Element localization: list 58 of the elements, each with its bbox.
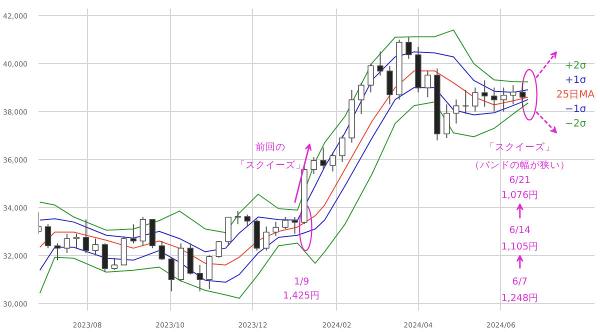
candlestick (244, 214, 250, 228)
candlestick (358, 82, 364, 114)
candlestick (472, 87, 478, 112)
candlestick (453, 99, 460, 124)
candlestick (491, 87, 498, 112)
candlestick (82, 218, 90, 254)
annotation: 1/9 (294, 276, 310, 288)
annotation: 6/14 (509, 224, 531, 236)
candlestick (111, 257, 118, 270)
annotation: （バンドの幅が狭い） (470, 159, 570, 172)
candlestick (158, 240, 166, 261)
candlestick (282, 216, 288, 230)
candlestick (444, 104, 450, 138)
candlestick (310, 156, 317, 174)
candlestick (500, 87, 507, 112)
annotation: 6/21 (509, 175, 531, 186)
candlestick (386, 66, 393, 105)
candlestick (130, 224, 137, 244)
text: −1σ (564, 104, 587, 115)
candlestick (272, 221, 279, 237)
candlestick (320, 147, 326, 170)
candlestick (92, 238, 99, 256)
text: +2σ (564, 60, 587, 72)
annotation: 「スクイーズ」 (484, 140, 555, 153)
annotation: 前回の (255, 140, 286, 153)
candlestick (424, 70, 431, 98)
candlestick (292, 216, 298, 234)
candlestick (510, 84, 516, 105)
candlestick (102, 242, 108, 273)
candlestick (140, 216, 146, 246)
annotation: 6/7 (512, 276, 528, 288)
text: +1σ (564, 74, 587, 86)
candlestick (73, 233, 80, 249)
candlestick (216, 240, 222, 258)
text: 25日MA (556, 89, 595, 100)
candlestick (377, 51, 384, 76)
candlestick (44, 224, 52, 249)
candlestick (368, 63, 374, 93)
candlestick (196, 264, 203, 292)
candlestick (168, 257, 175, 292)
annotation: 1,076円 (501, 190, 539, 202)
annotation: 1,105円 (501, 242, 539, 253)
line-series (39, 30, 529, 234)
text: −2σ (564, 118, 587, 130)
candlestick (339, 135, 346, 162)
annotation: 1,248円 (501, 292, 539, 304)
candlestick (64, 233, 70, 254)
candlestick (330, 152, 336, 172)
candlestick (263, 226, 270, 252)
candlestick (234, 210, 241, 225)
candlestick (406, 36, 412, 60)
candlestick (482, 80, 488, 108)
annotation: 1,425円 (282, 290, 320, 302)
candlestick (206, 254, 212, 290)
candlestick (520, 82, 526, 108)
annotation: 「スクイーズ」 (235, 159, 306, 172)
candlestick (54, 242, 61, 261)
candlestick (462, 89, 469, 114)
